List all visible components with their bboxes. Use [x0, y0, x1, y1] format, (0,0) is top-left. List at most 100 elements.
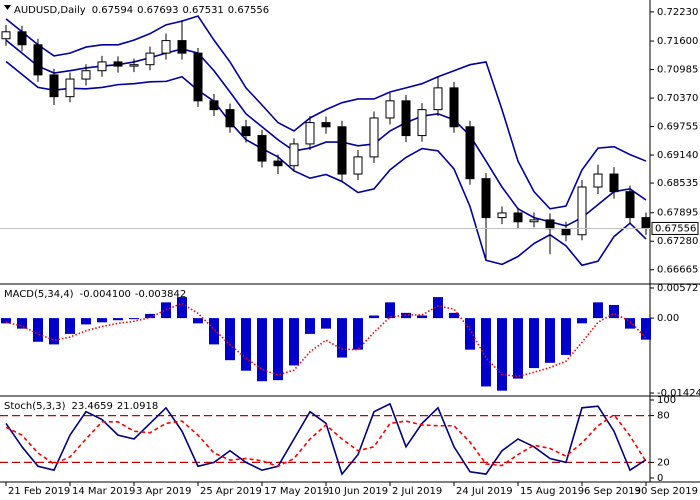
candle-body: [321, 122, 331, 128]
candle-body: [497, 212, 507, 219]
x-tick-label: 10 Jun 2019: [328, 486, 388, 497]
bollinger-band: [5, 39, 647, 227]
candle-body: [289, 143, 299, 167]
pane-title: AUDUSD,Daily: [14, 5, 86, 16]
candle-body: [225, 109, 235, 128]
header-value: 0.67594: [92, 5, 133, 16]
macd-bar: [65, 318, 75, 334]
y-tick-label: 0.67895: [657, 208, 698, 219]
macd-bar: [273, 318, 283, 381]
candle-body: [593, 173, 603, 188]
x-tick-label: 30 Sep 2019: [635, 486, 698, 497]
macd-bar: [609, 304, 619, 319]
candle-body: [17, 31, 27, 46]
macd-bar: [321, 318, 331, 329]
candle-body: [305, 122, 315, 145]
candle-body: [433, 87, 443, 111]
bollinger-band: [5, 15, 647, 210]
y-tick-label: -0.014242: [657, 388, 700, 399]
macd-bar: [577, 318, 587, 324]
macd-bar: [289, 318, 299, 366]
candle-body: [273, 160, 283, 167]
macd-bar: [1, 318, 11, 324]
collapse-icon: [4, 5, 11, 10]
header-value: -0.003842: [135, 289, 186, 300]
x-tick-label: 2 Jul 2019: [392, 486, 442, 497]
y-tick-label: 0.68535: [657, 178, 698, 189]
header-value: -0.004100: [80, 289, 131, 300]
candle-body: [193, 52, 203, 102]
candle-body: [33, 44, 43, 76]
candle-body: [465, 126, 475, 180]
candle-body: [353, 156, 363, 175]
candle-body: [113, 61, 123, 67]
y-tick-label: 0.72230: [657, 7, 698, 18]
macd-bar: [193, 318, 203, 324]
header-value: 0.67531: [182, 5, 223, 16]
candle-body: [561, 228, 571, 236]
candle-body: [161, 40, 171, 54]
candle-body: [577, 186, 587, 236]
macd-bar: [481, 318, 491, 387]
macd-bar: [513, 318, 523, 379]
y-tick-label: 0.69755: [657, 122, 698, 133]
x-tick-label: 6 Sep 2019: [584, 486, 641, 497]
macd-bar: [337, 318, 347, 358]
x-tick-label: 15 Aug 2019: [520, 486, 584, 497]
macd-bar: [33, 318, 43, 342]
candle-body: [177, 40, 187, 54]
candle-body: [97, 61, 107, 72]
current-price-box: [651, 221, 699, 235]
candle-body: [417, 109, 427, 137]
candle-body: [481, 178, 491, 219]
candle-body: [545, 219, 555, 230]
macd-bar: [545, 318, 555, 363]
macd-bar: [17, 318, 27, 329]
signal-line: [5, 302, 647, 378]
y-tick-label: 100: [657, 395, 676, 406]
stoch-line: [5, 413, 647, 468]
y-tick-label: 0.005727: [657, 283, 700, 294]
bollinger-band: [5, 60, 647, 267]
macd-bar: [161, 302, 171, 319]
macd-bar: [497, 318, 507, 391]
y-tick-label: 0.00: [657, 313, 679, 324]
candle-body: [625, 191, 635, 219]
macd-bar: [209, 318, 219, 345]
macd-bar: [529, 318, 539, 369]
candle-body: [65, 78, 75, 98]
candle-body: [529, 219, 539, 223]
macd-bar: [97, 318, 107, 323]
x-tick-label: 21 Feb 2019: [8, 486, 70, 497]
candle-body: [241, 126, 251, 137]
current-price-label: 0.67556: [655, 223, 696, 234]
y-tick-label: 0.70985: [657, 65, 698, 76]
header-value: 0.67556: [228, 5, 269, 16]
candle-body: [513, 212, 523, 223]
macd-bar: [241, 318, 251, 371]
macd-bar: [369, 315, 379, 319]
macd-bar: [561, 318, 571, 355]
x-tick-label: 25 Apr 2019: [200, 486, 262, 497]
candle-body: [385, 100, 395, 119]
candle-body: [49, 74, 59, 98]
macd-bar: [593, 302, 603, 319]
y-tick-label: 20: [657, 457, 670, 468]
x-tick-label: 14 Mar 2019: [72, 486, 135, 497]
macd-bar: [417, 315, 427, 319]
macd-bar: [113, 318, 123, 321]
macd-bar: [385, 302, 395, 319]
y-tick-label: 0.70370: [657, 93, 698, 104]
candle-body: [1, 31, 11, 40]
y-tick-label: 0.71600: [657, 36, 698, 47]
header-value: 21.0918: [117, 401, 158, 412]
candle-body: [337, 126, 347, 175]
candle-body: [145, 52, 155, 66]
pane-title: MACD(5,34,4): [4, 289, 74, 300]
macd-bar: [433, 297, 443, 319]
candle-body: [449, 87, 459, 128]
candle-body: [209, 100, 219, 111]
macd-bar: [81, 318, 91, 325]
y-tick-label: 0.69140: [657, 150, 698, 161]
header-value: 23.4659: [71, 401, 112, 412]
